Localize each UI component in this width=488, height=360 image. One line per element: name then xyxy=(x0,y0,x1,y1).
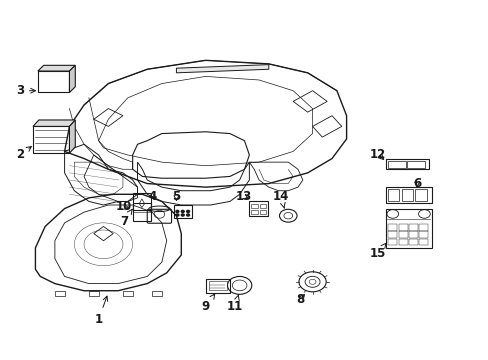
Bar xyxy=(398,231,407,238)
Text: 14: 14 xyxy=(272,190,288,208)
Bar xyxy=(401,189,412,201)
Bar xyxy=(387,224,396,231)
Polygon shape xyxy=(69,65,75,93)
Bar xyxy=(408,224,417,231)
Circle shape xyxy=(181,214,184,216)
Text: 5: 5 xyxy=(172,190,180,203)
Bar xyxy=(387,239,396,245)
Circle shape xyxy=(186,214,189,216)
Text: 8: 8 xyxy=(296,293,304,306)
Bar xyxy=(89,291,99,296)
Bar xyxy=(387,189,399,201)
Circle shape xyxy=(176,210,179,212)
Bar xyxy=(259,203,265,208)
Text: 6: 6 xyxy=(412,177,420,190)
Polygon shape xyxy=(176,64,268,73)
Bar xyxy=(419,231,427,238)
Bar xyxy=(152,291,162,296)
Text: 15: 15 xyxy=(369,243,386,260)
Text: 11: 11 xyxy=(226,295,243,313)
Bar xyxy=(208,282,226,290)
Text: 7: 7 xyxy=(120,209,132,228)
Circle shape xyxy=(186,210,189,212)
Bar xyxy=(419,224,427,231)
Bar xyxy=(408,239,417,245)
Bar xyxy=(55,291,64,296)
Bar xyxy=(251,210,257,214)
Circle shape xyxy=(176,214,179,216)
Bar xyxy=(122,291,132,296)
Bar xyxy=(398,224,407,231)
Text: 12: 12 xyxy=(369,148,386,161)
Polygon shape xyxy=(33,120,75,126)
Polygon shape xyxy=(69,120,75,153)
Text: 4: 4 xyxy=(148,190,156,203)
Text: 1: 1 xyxy=(94,296,107,326)
Bar xyxy=(259,210,265,214)
Text: 10: 10 xyxy=(116,200,132,213)
Bar xyxy=(407,161,425,168)
Text: 13: 13 xyxy=(235,190,251,203)
Bar xyxy=(398,239,407,245)
Bar xyxy=(408,231,417,238)
Bar xyxy=(251,203,257,208)
Text: 3: 3 xyxy=(16,84,35,97)
Text: 2: 2 xyxy=(16,147,31,162)
Bar xyxy=(387,161,405,168)
Bar xyxy=(387,231,396,238)
Polygon shape xyxy=(38,65,75,71)
Circle shape xyxy=(181,210,184,212)
Text: 9: 9 xyxy=(201,294,214,313)
Bar xyxy=(415,189,426,201)
Bar xyxy=(419,239,427,245)
